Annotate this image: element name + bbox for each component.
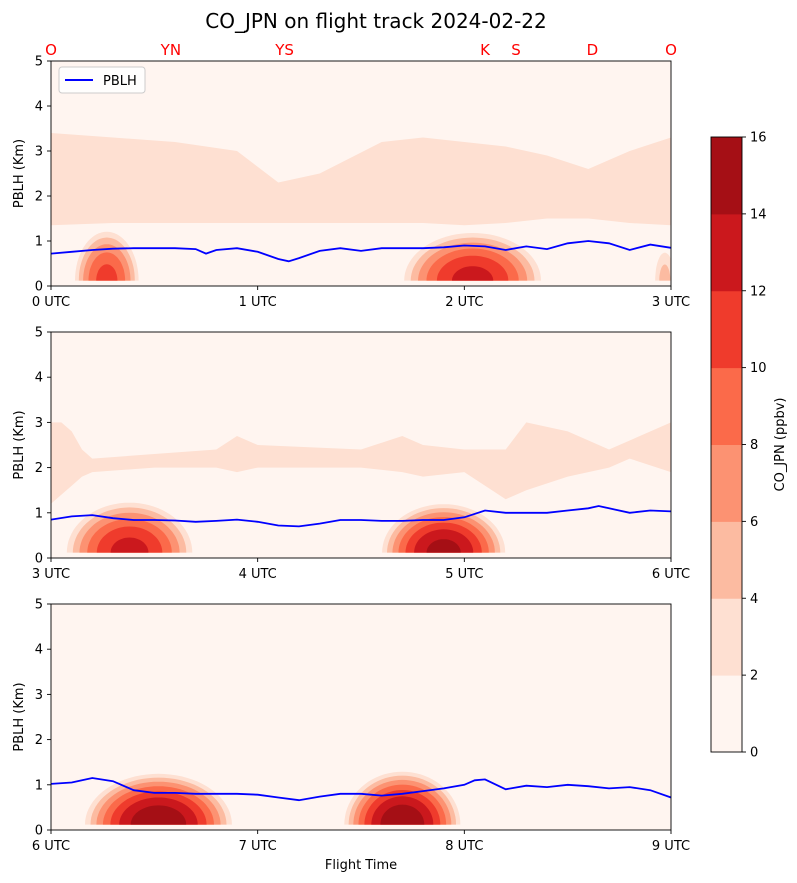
axes-frame <box>50 603 672 831</box>
y-tick-label: 0 <box>35 280 43 295</box>
station-label: YS <box>274 41 294 59</box>
y-tick-label: 4 <box>35 371 43 386</box>
y-tick-label: 5 <box>35 598 43 613</box>
y-axis-label: PBLH (Km) <box>12 410 27 479</box>
colorbar-tick-label: 8 <box>750 438 758 453</box>
contour-field <box>51 133 671 286</box>
colorbar-segment <box>711 675 742 753</box>
y-tick-label: 3 <box>35 145 43 160</box>
colorbar-tick-label: 4 <box>750 592 758 607</box>
y-tick-label: 0 <box>35 824 43 839</box>
panel-3: 0 1 2 3 4 5 6 UTC 7 UTC 8 UTC 9 UTC PBLH (Km) <box>12 598 690 855</box>
x-tick-label: 5 UTC <box>445 567 483 582</box>
colorbar-tick-label: 12 <box>750 284 767 299</box>
colorbar-segment <box>711 444 742 522</box>
y-tick-label: 3 <box>35 688 43 703</box>
x-tick-label: 4 UTC <box>239 567 277 582</box>
station-label: O <box>45 41 57 59</box>
x-tick-label: 3 UTC <box>652 295 690 310</box>
colorbar-segment <box>711 367 742 445</box>
colorbar-segment <box>711 598 742 676</box>
y-tick-label: 2 <box>35 190 43 205</box>
y-axis-label: PBLH (Km) <box>12 139 27 208</box>
station-label: D <box>587 41 599 59</box>
x-axis-label: Flight Time <box>325 858 397 873</box>
plume-2-level-14 <box>426 539 461 553</box>
y-tick-label: 4 <box>35 100 43 115</box>
x-tick-label: 6 UTC <box>32 839 70 854</box>
legend-label: PBLH <box>103 74 137 89</box>
boundary-base <box>51 268 671 286</box>
y-tick-label: 1 <box>35 235 43 250</box>
colorbar-segment <box>711 521 742 599</box>
colorbar-tick-label: 6 <box>750 515 758 530</box>
y-tick-label: 2 <box>35 733 43 748</box>
upper-co-band <box>51 422 671 504</box>
y-tick-label: 5 <box>35 326 43 341</box>
y-tick-label: 3 <box>35 416 43 431</box>
x-tick-label: 3 UTC <box>32 567 70 582</box>
x-tick-label: 9 UTC <box>652 839 690 854</box>
colorbar-segment <box>711 213 742 292</box>
y-tick-label: 1 <box>35 506 43 521</box>
colorbar-tick-label: 16 <box>750 131 767 146</box>
panel-2: 0 1 2 3 4 5 3 UTC 4 UTC 5 UTC 6 UTC PBLH (Km) <box>12 326 690 583</box>
plume-2-level-14 <box>380 804 425 825</box>
x-tick-label: 2 UTC <box>445 295 483 310</box>
panel-1: 0 1 2 3 4 5 0 UTC 1 UTC 2 UTC 3 UTC PBLH (Km) PBLH <box>12 55 690 311</box>
colorbar-segment <box>711 290 742 369</box>
station-label: YN <box>160 41 181 59</box>
x-tick-label: 1 UTC <box>239 295 277 310</box>
pblh-line <box>51 240 671 263</box>
boundary-base <box>51 539 671 558</box>
station-label: O <box>665 41 677 59</box>
station-labels: O YN YS K S D O <box>45 41 677 59</box>
y-tick-label: 0 <box>35 552 43 567</box>
contour-field <box>51 771 671 830</box>
plume-1-level-12 <box>110 537 149 553</box>
axes-frame <box>50 60 672 287</box>
chart-title: CO_JPN on flight track 2024-02-22 <box>205 9 546 33</box>
y-tick-label: 2 <box>35 461 43 476</box>
x-tick-label: 6 UTC <box>652 567 690 582</box>
colorbar-label: CO_JPN (ppbv) <box>773 398 788 492</box>
contour-field <box>51 422 671 558</box>
colorbar-tick-label: 14 <box>750 207 767 222</box>
colorbar-tick-label: 10 <box>750 361 767 376</box>
y-tick-label: 5 <box>35 55 43 70</box>
x-tick-label: 7 UTC <box>239 839 277 854</box>
legend: PBLH <box>58 66 146 94</box>
pblh-line <box>51 777 671 802</box>
colorbar-tick-label: 0 <box>750 746 758 761</box>
pblh-line <box>51 505 671 528</box>
upper-co-band <box>51 133 671 226</box>
y-axis-label: PBLH (Km) <box>12 682 27 751</box>
y-tick-label: 1 <box>35 778 43 793</box>
colorbar-tick-label: 2 <box>750 669 758 684</box>
plume-1-level-10 <box>96 264 118 281</box>
plume-3-level-4 <box>659 264 671 281</box>
y-tick-label: 4 <box>35 643 43 658</box>
legend-box <box>58 66 146 94</box>
station-label: S <box>511 41 521 59</box>
station-label: K <box>480 41 491 59</box>
x-tick-label: 8 UTC <box>445 839 483 854</box>
plume-2-level-12 <box>452 266 494 281</box>
x-tick-label: 0 UTC <box>32 295 70 310</box>
plume-1-level-14 <box>130 805 187 825</box>
axes-frame <box>50 331 672 559</box>
colorbar-segment <box>711 137 742 215</box>
colorbar: 0 2 4 6 8 10 12 14 16 CO_JPN (ppbv) <box>710 131 788 761</box>
